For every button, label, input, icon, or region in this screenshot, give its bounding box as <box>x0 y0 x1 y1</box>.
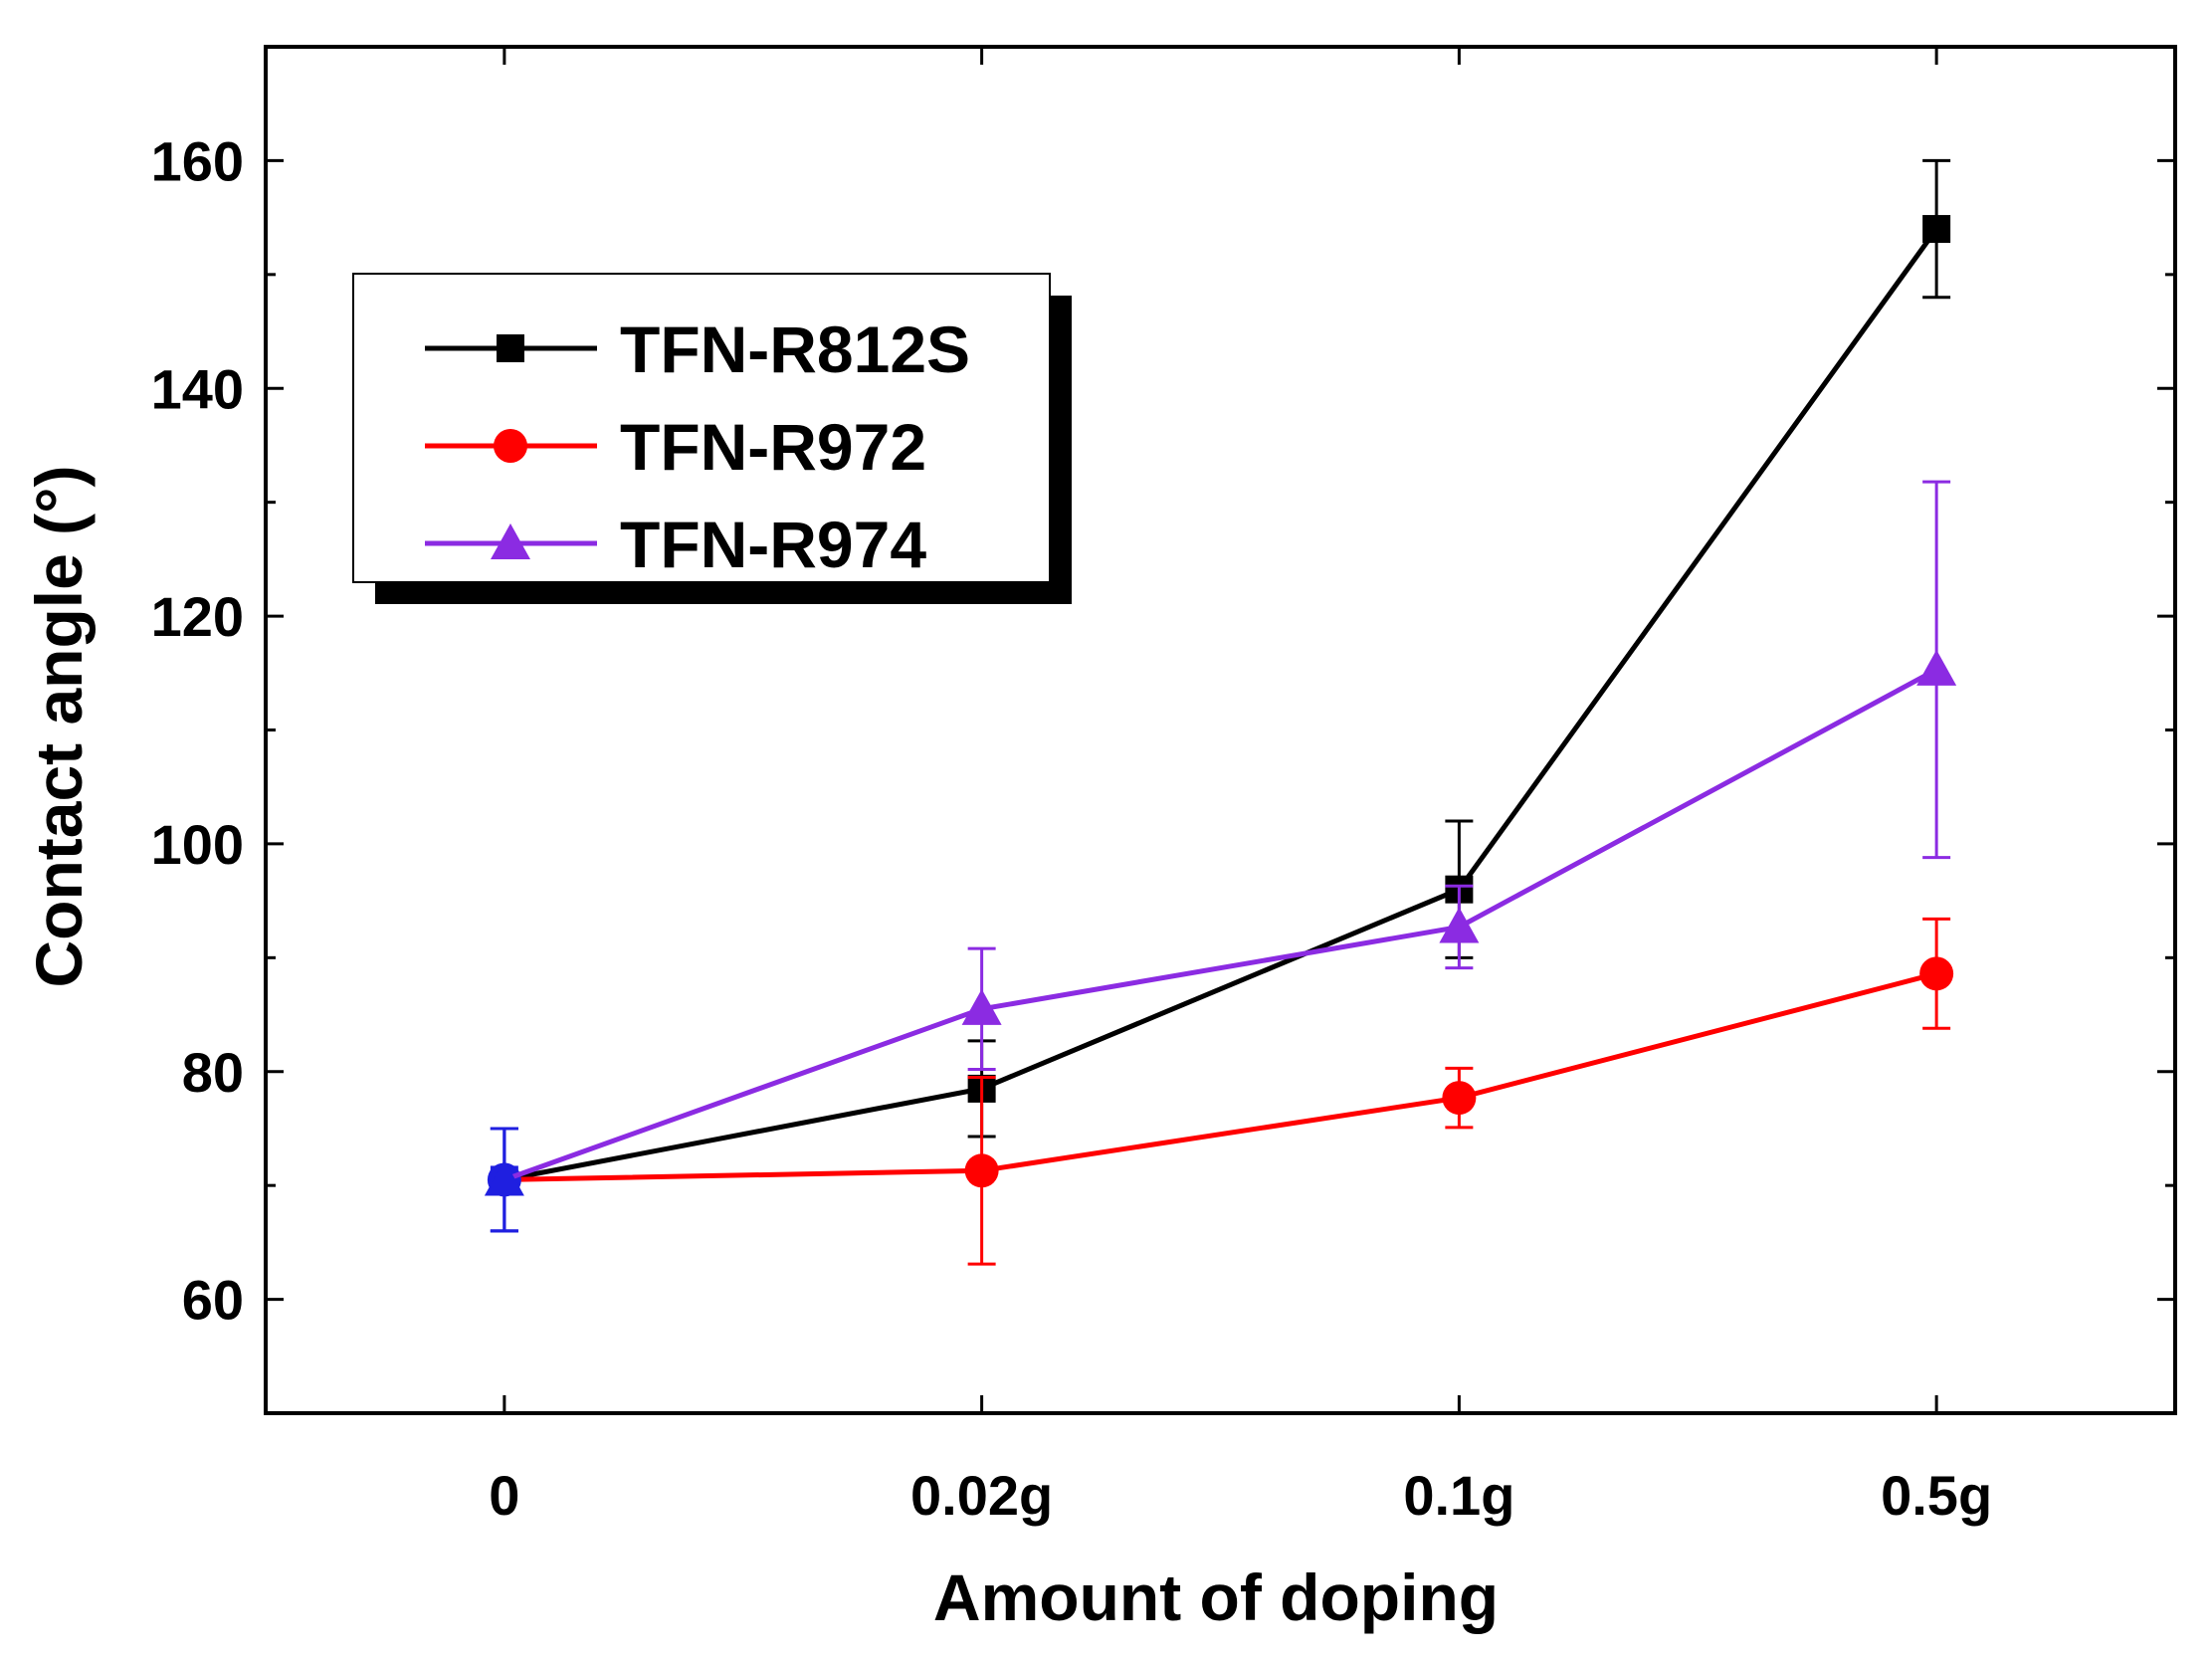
legend-box <box>352 273 1051 583</box>
x-tick-label: 0.1g <box>1403 1464 1514 1527</box>
x-tick-label: 0.5g <box>1881 1464 1992 1527</box>
x-tick-label: 0.02g <box>910 1464 1053 1527</box>
y-tick-label: 60 <box>182 1269 244 1332</box>
y-tick-label: 100 <box>151 813 244 876</box>
x-axis-label: Amount of doping <box>933 1560 1499 1634</box>
plot-frame <box>264 45 2177 1415</box>
legend-label: TFN-R974 <box>620 508 926 581</box>
data-point <box>1439 907 1480 943</box>
legend-marker <box>494 429 527 463</box>
data-point <box>1922 215 1951 244</box>
axes: 60 80 100 120 140 160 0 0.02g 0.1g 0.5g <box>151 45 2177 1527</box>
legend-label: TFN-R972 <box>620 410 926 484</box>
data-point <box>1916 649 1957 686</box>
data-point <box>1442 1081 1477 1116</box>
series-line-tfn-r974 <box>503 667 1938 1182</box>
series-tfn-r972 <box>487 917 1954 1266</box>
series-tfn-r974 <box>484 480 1957 1233</box>
y-tick-label: 80 <box>182 1041 244 1104</box>
legend: TFN-R812S TFN-R972 TFN-R974 <box>352 273 1072 604</box>
series-layer <box>484 158 1957 1266</box>
data-point <box>1919 956 1954 991</box>
x-tick-label: 0 <box>489 1464 519 1527</box>
data-point <box>961 988 1002 1025</box>
y-tick-label: 160 <box>151 129 244 192</box>
legend-marker <box>491 523 530 559</box>
y-tick-label: 120 <box>151 585 244 648</box>
y-axis-label: Contact angle (°) <box>22 465 96 987</box>
data-point <box>964 1153 999 1188</box>
data-point <box>484 1159 524 1196</box>
legend-label: TFN-R812S <box>620 312 970 386</box>
series-line-tfn-r812s <box>503 227 1939 1182</box>
y-tick-label: 140 <box>151 357 244 420</box>
legend-marker <box>497 334 524 362</box>
series-line-tfn-r972 <box>503 970 1937 1182</box>
